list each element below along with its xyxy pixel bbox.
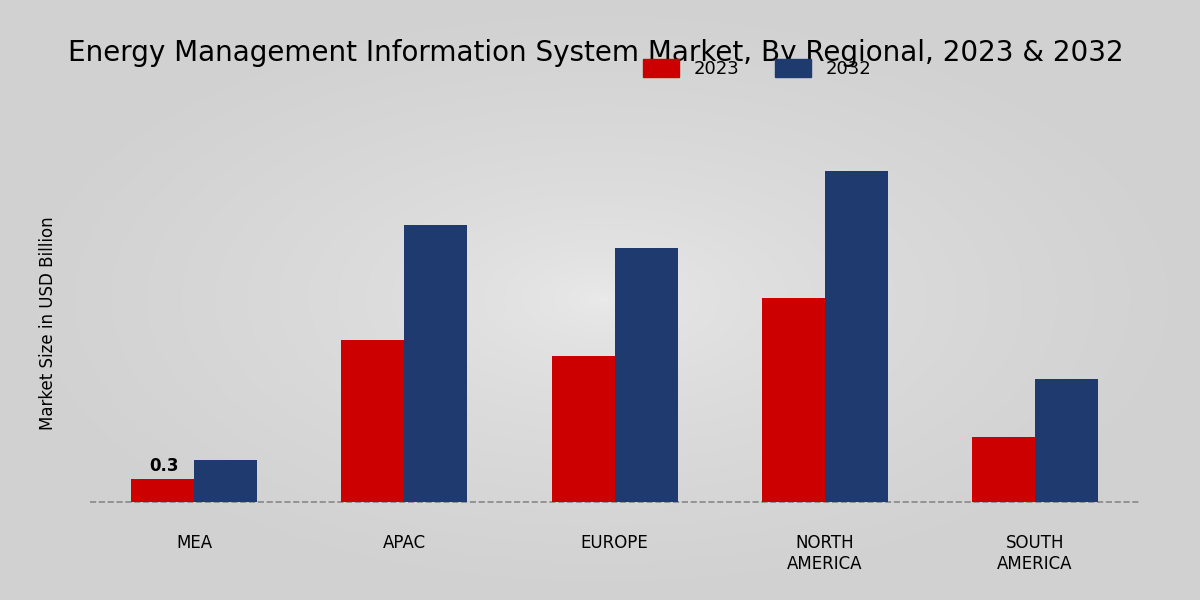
Bar <box>824 170 888 502</box>
Bar <box>194 460 257 502</box>
Text: Energy Management Information System Market, By Regional, 2023 & 2032: Energy Management Information System Mar… <box>68 39 1123 67</box>
Bar <box>404 224 468 502</box>
Bar <box>762 298 824 502</box>
Legend: 2023, 2032: 2023, 2032 <box>636 51 878 85</box>
Y-axis label: Market Size in USD Billion: Market Size in USD Billion <box>38 216 58 430</box>
Bar <box>1034 379 1098 502</box>
Bar <box>552 356 614 502</box>
Bar <box>341 340 404 502</box>
Bar <box>614 248 678 502</box>
Bar <box>972 437 1034 502</box>
Text: 0.3: 0.3 <box>150 457 179 475</box>
Bar <box>131 479 194 502</box>
